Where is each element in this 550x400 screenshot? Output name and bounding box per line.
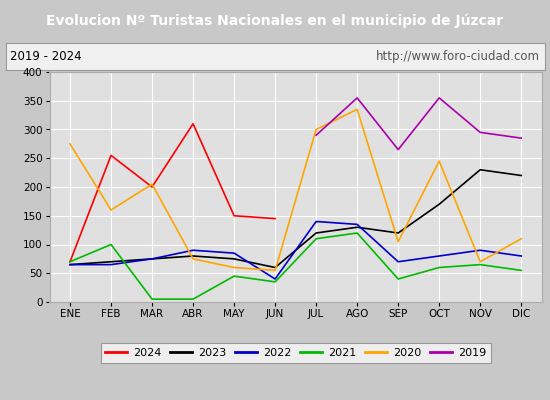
- Legend: 2024, 2023, 2022, 2021, 2020, 2019: 2024, 2023, 2022, 2021, 2020, 2019: [101, 343, 491, 363]
- Text: Evolucion Nº Turistas Nacionales en el municipio de Júzcar: Evolucion Nº Turistas Nacionales en el m…: [46, 14, 504, 28]
- Text: 2019 - 2024: 2019 - 2024: [10, 50, 81, 63]
- Text: http://www.foro-ciudad.com: http://www.foro-ciudad.com: [376, 50, 540, 63]
